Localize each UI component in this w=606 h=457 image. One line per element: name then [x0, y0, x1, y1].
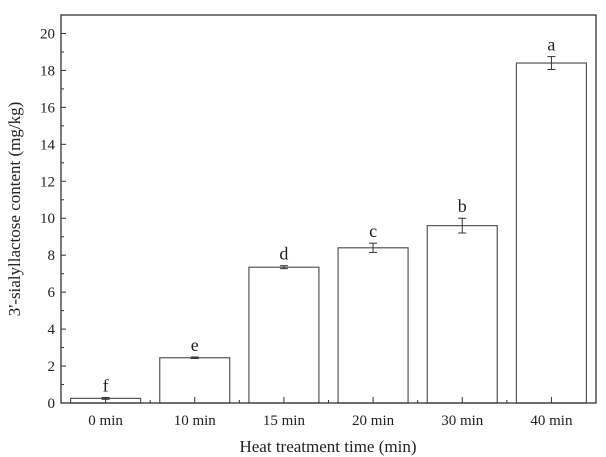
plot-frame [60, 14, 597, 404]
y-tick-label: 14 [40, 137, 56, 153]
y-tick-label: 10 [40, 211, 55, 227]
x-tick-label: 10 min [174, 413, 217, 429]
significance-letter: b [458, 196, 467, 216]
significance-letter: d [279, 244, 288, 264]
x-tick-label: 20 min [352, 413, 395, 429]
significance-letter: a [547, 35, 555, 55]
x-tick-label: 15 min [263, 413, 306, 429]
y-tick-label: 16 [40, 100, 56, 116]
x-tick-label: 30 min [441, 413, 484, 429]
bar [337, 247, 409, 404]
significance-letter: f [103, 375, 109, 395]
y-tick-label: 18 [40, 63, 55, 79]
y-axis-label: 3'-sialyllactose content (mg/kg) [5, 102, 24, 317]
plot-area: 0 2 4 6 8 10 12 14 16 18 20 f 0 min e 10 min d 15 min c 20… [40, 14, 597, 429]
x-tick-label: 40 min [530, 413, 573, 429]
bar [426, 225, 498, 404]
x-axis-label: Heat treatment time (min) [239, 437, 416, 456]
significance-letter: c [369, 221, 377, 241]
y-tick-label: 12 [40, 174, 55, 190]
significance-letter: e [191, 335, 199, 355]
y-tick-label: 2 [48, 359, 56, 375]
bar [159, 357, 231, 404]
bar [248, 266, 320, 404]
bar [515, 62, 588, 404]
y-tick-label: 20 [40, 26, 55, 42]
y-tick-label: 0 [48, 396, 56, 412]
y-tick-label: 8 [48, 248, 56, 264]
x-tick-label: 0 min [88, 413, 123, 429]
y-tick-label: 4 [48, 322, 56, 338]
y-tick-label: 6 [48, 285, 56, 301]
